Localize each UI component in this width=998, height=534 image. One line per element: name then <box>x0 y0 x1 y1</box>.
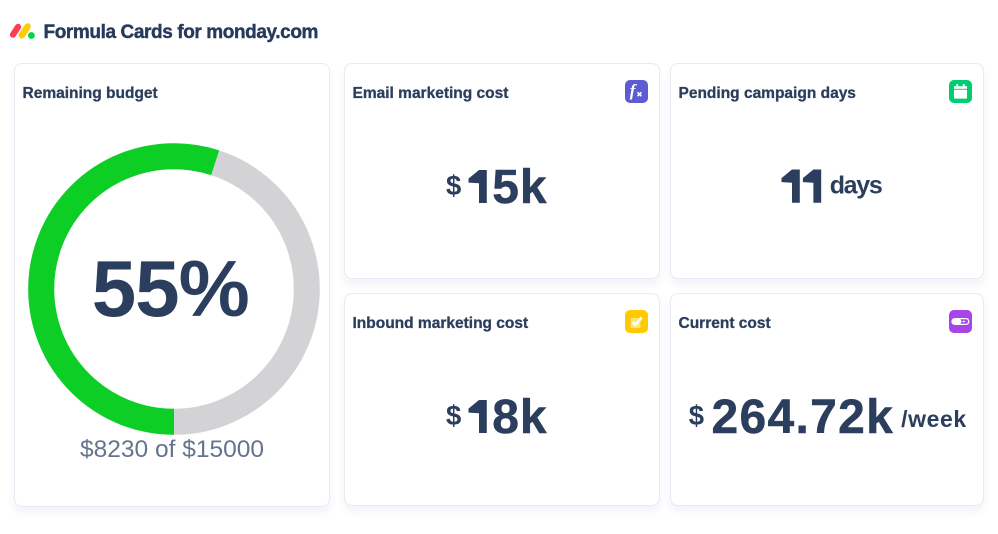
svg-text:f: f <box>630 81 638 100</box>
